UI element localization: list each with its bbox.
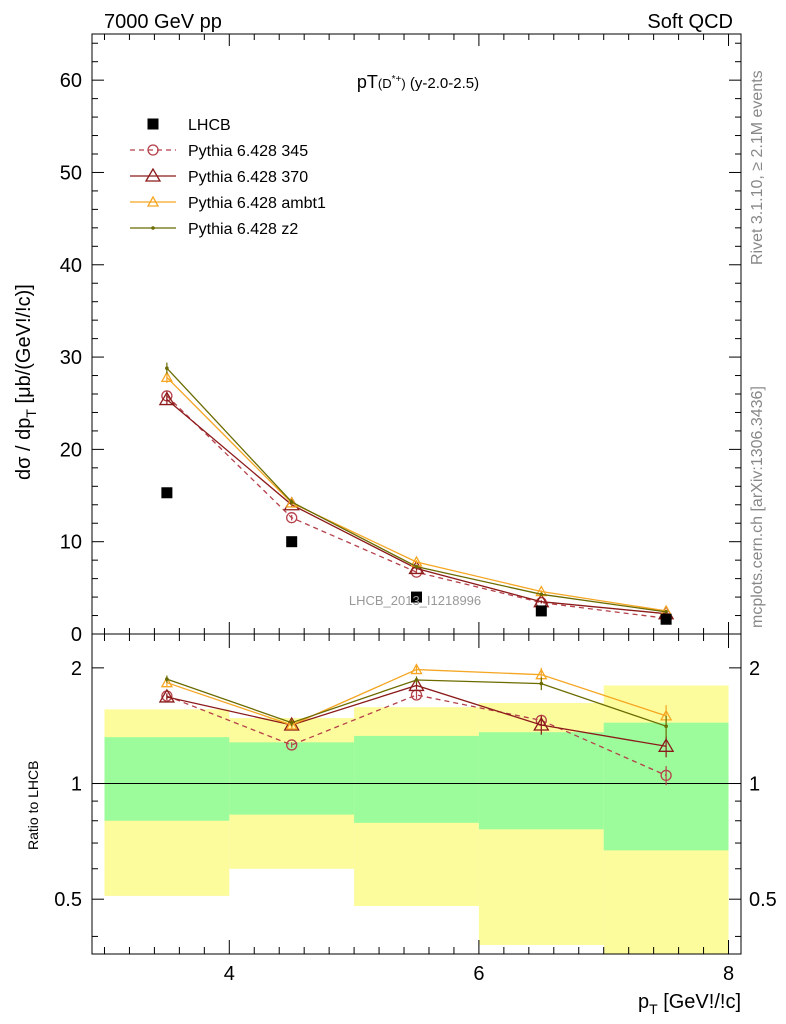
legend-label: LHCB	[188, 117, 231, 134]
legend-label: Pythia 6.428 345	[188, 143, 308, 160]
series-pythia-6-428-370	[158, 677, 675, 758]
series-line-pythia-6-428-370	[166, 399, 667, 615]
main-plot-title: pT(D*+) (y-2.0-2.5)	[357, 72, 479, 92]
category-label: Soft QCD	[647, 11, 733, 33]
data-point	[414, 678, 419, 682]
ratio-y-tick-label: 0.5	[54, 889, 82, 911]
data-point	[160, 676, 173, 688]
inner-uncertainty-band	[478, 732, 604, 830]
y-tick-label: 60	[60, 70, 82, 92]
ratio-y-tick-label-right: 0.5	[749, 889, 777, 911]
data-point	[165, 366, 169, 370]
data-point	[660, 769, 672, 782]
energy-label: 7000 GeV pp	[104, 11, 222, 33]
y-tick-label: 20	[60, 439, 82, 461]
series-pythia-6-428-370	[158, 391, 675, 620]
data-point	[160, 371, 173, 383]
legend-label: Pythia 6.428 ambt1	[188, 195, 326, 212]
legend-marker	[147, 118, 159, 130]
inner-uncertainty-band	[354, 735, 479, 823]
y-tick-label: 50	[60, 162, 82, 184]
data-point	[286, 512, 298, 524]
legend-label: Pythia 6.428 z2	[188, 221, 298, 238]
series-line-pythia-6-428-345	[166, 395, 667, 619]
analysis-watermark: LHCB_2013_I1218996	[349, 593, 481, 608]
data-point	[289, 720, 294, 725]
series-pythia-6-428-345	[161, 390, 672, 624]
data-point	[414, 564, 419, 569]
series-pythia-6-428-z2	[165, 675, 668, 738]
data-point	[535, 605, 547, 617]
legend: LHCB Pythia 6.428 345 Pythia 6.428 370 Pyth…	[130, 117, 326, 238]
data-point	[286, 536, 298, 548]
source-label: mcplots.cern.ch [arXiv:1306.3436]	[749, 386, 766, 628]
legend-marker	[147, 144, 159, 156]
ratio-plot-ticks: 0.5 0.5 1 1 2 2 4 6 8	[54, 634, 777, 985]
ratio-y-axis-label: Ratio to LHCB	[25, 761, 41, 850]
series-line-pythia-6-428-345	[166, 694, 667, 776]
y-tick-label: 0	[71, 624, 82, 646]
legend-label: Pythia 6.428 370	[188, 169, 308, 186]
series-pythia-6-428-z2	[165, 362, 668, 614]
main-plot-series	[158, 362, 675, 625]
inner-uncertainty-band	[229, 742, 355, 815]
data-point	[165, 677, 169, 681]
data-point	[657, 737, 675, 752]
x-axis-label: pT [GeV!/!c]	[638, 991, 741, 1017]
main-plot-panel: 0 10 20 30 40 50 60 LHCB_2013_I1218996 pT(D*+)…	[60, 33, 742, 646]
legend-marker	[151, 226, 155, 230]
y-tick-label: 10	[60, 532, 82, 554]
ratio-y-tick-label-right: 2	[749, 658, 760, 680]
legend-entry: Pythia 6.428 ambt1	[130, 195, 326, 212]
data-point	[158, 391, 176, 406]
data-point	[539, 681, 544, 686]
data-point	[286, 739, 298, 751]
series-line-pythia-6-428-z2	[166, 367, 667, 613]
y-tick-label: 30	[60, 347, 82, 369]
data-point	[158, 688, 176, 703]
data-point	[411, 591, 422, 603]
inner-uncertainty-band	[104, 737, 230, 821]
legend-marker	[146, 195, 160, 207]
legend-marker	[144, 167, 162, 182]
legend-entry: Pythia 6.428 z2	[130, 221, 298, 238]
x-tick-label: 8	[723, 963, 734, 985]
legend-entry: Pythia 6.428 370	[130, 167, 308, 186]
rivet-label: Rivet 3.1.10, ≥ 2.1M events	[749, 70, 766, 265]
data-point	[539, 592, 544, 597]
ratio-y-tick-label: 2	[71, 658, 82, 680]
data-point	[410, 663, 423, 675]
data-point	[285, 718, 298, 730]
data-point	[660, 613, 672, 625]
series-line-pythia-6-428-ambt1	[166, 376, 667, 612]
data-point	[408, 677, 425, 692]
ratio-plot-series	[158, 663, 675, 786]
main-plot-y-ticks: 0 10 20 30 40 50 60	[60, 34, 741, 646]
data-point	[285, 496, 298, 508]
ratio-y-tick-label: 1	[71, 774, 82, 796]
x-tick-label: 6	[473, 963, 484, 985]
data-point	[289, 500, 294, 504]
ratio-plot-frame	[91, 633, 742, 955]
data-point	[161, 487, 173, 499]
ratio-plot-panel: 0.5 0.5 1 1 2 2 4 6 8	[54, 633, 777, 985]
series-pythia-6-428-ambt1	[160, 371, 673, 616]
x-tick-label: 4	[224, 963, 235, 985]
ratio-y-tick-label-right: 1	[749, 774, 760, 796]
legend-entry: Pythia 6.428 345	[130, 143, 308, 160]
data-point	[664, 610, 668, 614]
y-tick-label: 40	[60, 255, 82, 277]
data-point	[664, 724, 668, 728]
legend-entry: LHCB	[147, 117, 231, 134]
series-lhcb	[161, 487, 672, 625]
main-y-axis-label: dσ / dpT [μb/(GeV!/!c)]	[13, 284, 39, 480]
ratio-uncertainty-bands	[104, 685, 729, 954]
data-point	[533, 716, 550, 731]
